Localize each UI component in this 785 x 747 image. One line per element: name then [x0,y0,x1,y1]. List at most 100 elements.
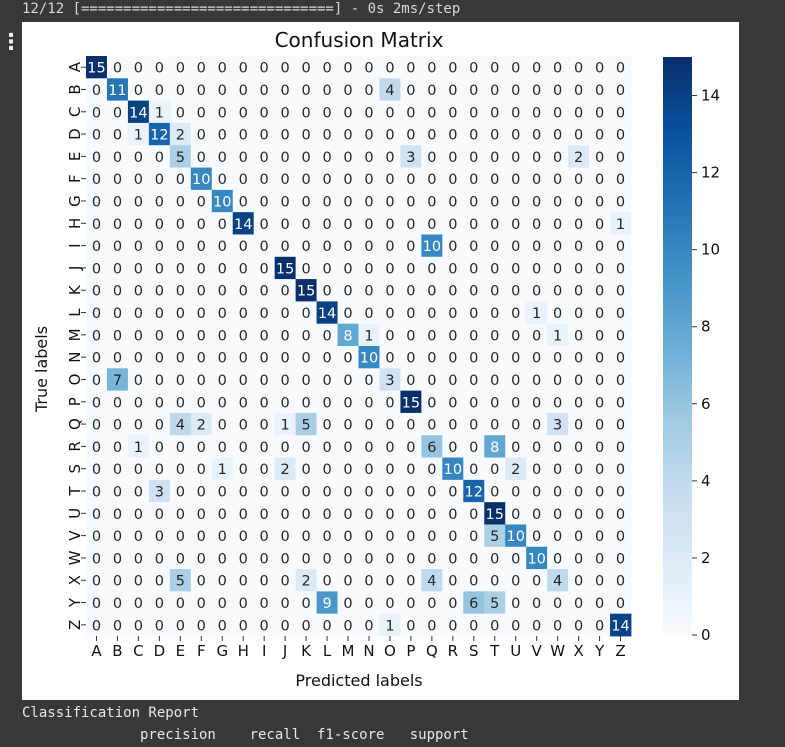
cell-annotation: 0 [574,306,583,322]
heatmap-cell [211,279,234,302]
heatmap-cell [253,167,276,191]
heatmap-cell [295,189,317,213]
x-tick-label: J [282,642,287,660]
heatmap-cell [484,346,506,369]
cell-annotation: 0 [239,239,248,255]
x-tick-label: S [469,642,479,660]
heatmap-cell [547,346,569,369]
cell-annotation: 0 [616,105,625,121]
heatmap-cell [421,122,443,146]
cell-annotation: 0 [511,596,520,612]
cell-annotation: 0 [616,395,625,411]
cell-annotation: 0 [574,574,583,590]
heatmap-cell [86,368,108,392]
heatmap-cell [421,256,443,280]
heatmap-cell [589,524,611,548]
cell-annotation: 0 [113,195,122,211]
cell-annotation: 0 [322,507,331,523]
cell-annotation: 0 [364,61,373,77]
cell-annotation: 0 [427,261,436,277]
cell-annotation: 0 [616,351,625,367]
cell-annotation: 0 [281,128,290,144]
cell-annotation: 0 [113,306,122,322]
cell-annotation: 0 [574,128,583,144]
heatmap-cell [442,301,464,325]
heatmap-cell [400,368,422,392]
heatmap-cell [106,212,129,235]
heatmap-cell [400,390,422,414]
heatmap-cell [358,301,380,325]
heatmap-cell [148,412,171,436]
heatmap-cell [442,524,464,548]
output-toggle-icon[interactable]: ⋮ [0,30,22,55]
heatmap-cell [127,234,150,258]
heatmap-cell [568,479,590,503]
heatmap-cell [232,569,255,592]
cell-annotation: 0 [574,172,583,188]
heatmap-cell [400,569,422,592]
heatmap-cell [274,346,297,369]
heatmap-cell [274,524,297,548]
cell-annotation: 0 [239,596,248,612]
heatmap-cell [463,323,485,347]
cell-annotation: 0 [574,83,583,99]
heatmap-cell [400,323,422,347]
heatmap-cell [127,368,150,392]
cell-annotation: 0 [176,239,185,255]
cell-annotation: 0 [448,507,457,523]
heatmap-cell [463,412,485,436]
cell-annotation: 2 [574,150,583,166]
heatmap-cell [358,502,380,525]
cell-annotation: 0 [176,462,185,478]
cell-annotation: 0 [385,128,394,144]
heatmap-cell [547,323,569,347]
heatmap-cell [421,591,443,615]
cell-annotation: 0 [553,83,562,99]
cell-annotation: 0 [448,150,457,166]
cell-annotation: 0 [364,195,373,211]
cell-annotation: 0 [176,261,185,277]
cell-annotation: 0 [281,485,290,501]
cell-annotation: 2 [281,462,290,478]
heatmap-cell [190,591,213,615]
cell-annotation: 0 [239,328,248,344]
cell-annotation: 0 [281,105,290,121]
cell-annotation: 1 [553,328,562,344]
cell-annotation: 0 [532,261,541,277]
heatmap-cell [421,279,443,302]
cell-annotation: 0 [260,61,269,77]
heatmap-cell [484,167,506,191]
heatmap-cell [358,122,380,146]
cell-annotation: 0 [574,462,583,478]
cell-annotation: 0 [134,239,143,255]
cell-annotation: 0 [343,128,352,144]
heatmap-cell [106,256,129,280]
heatmap-cell [505,479,527,503]
cell-annotation: 11 [108,83,126,99]
cell-annotation: 0 [281,507,290,523]
colorbar-tick-label: 10 [701,241,720,259]
cell-annotation: 0 [239,485,248,501]
cell-annotation: 0 [218,596,227,612]
cell-annotation: 3 [406,150,415,166]
cell-annotation: 3 [155,485,164,501]
cell-annotation: 0 [595,128,604,144]
heatmap-cell [316,212,338,235]
heatmap-cell [169,301,192,325]
heatmap-cell [589,234,611,258]
cell-annotation: 0 [469,507,478,523]
cell-annotation: 0 [260,128,269,144]
heatmap-cell [421,390,443,414]
heatmap-cell [337,569,359,592]
heatmap-cell [190,189,213,213]
cell-annotation: 0 [322,618,331,634]
heatmap-cell [211,502,234,525]
cell-annotation: 0 [553,172,562,188]
cell-annotation: 0 [176,529,185,545]
heatmap-cell [484,301,506,325]
cell-annotation: 0 [92,261,101,277]
cell-annotation: 0 [92,373,101,389]
heatmap-cell [568,502,590,525]
heatmap-cell [547,546,569,570]
heatmap-cell [211,524,234,548]
